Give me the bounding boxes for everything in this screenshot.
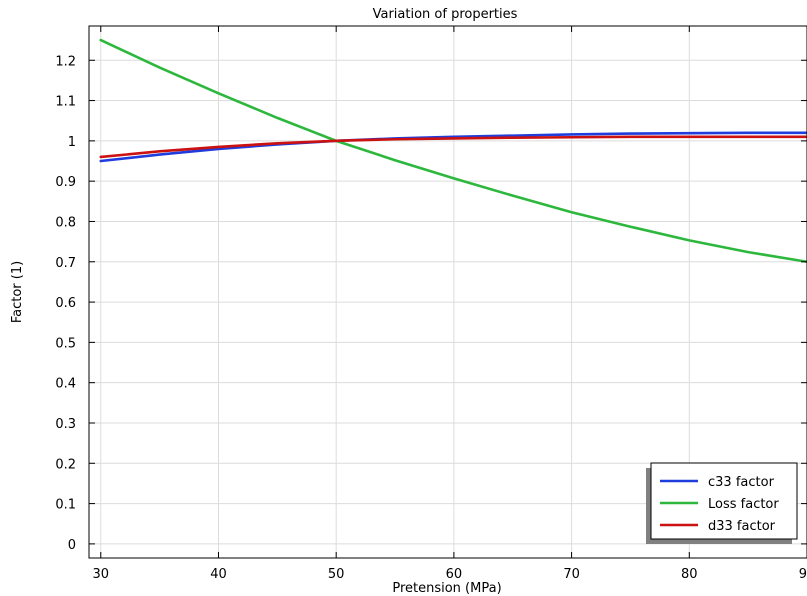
x-tick-label: 40 [210, 567, 227, 582]
x-tick-label: 60 [446, 567, 463, 582]
x-tick-label: 30 [92, 567, 109, 582]
series-lines [99, 38, 807, 264]
x-tick-label: 90 [799, 567, 807, 582]
y-tick-label: 0.7 [55, 256, 76, 271]
series-line-2 [99, 38, 807, 264]
y-tick-label: 1 [68, 135, 76, 150]
y-tick-label: 0.8 [55, 215, 76, 230]
chart-title: Variation of properties [373, 7, 518, 22]
y-axis-title: Factor (1) [10, 261, 25, 323]
legend-label-2: Loss factor [708, 497, 779, 512]
y-tick-label: 0.2 [55, 457, 76, 472]
x-tick-label: 70 [563, 567, 580, 582]
legend-box [650, 462, 798, 540]
x-tick-label: 50 [328, 567, 345, 582]
y-tick-label: 0.3 [55, 417, 76, 432]
series-line-1 [99, 131, 807, 163]
y-tick-label: 0.5 [55, 336, 76, 351]
series-line-3 [99, 135, 807, 159]
axes [88, 25, 807, 559]
y-tick-label: 1.1 [55, 95, 76, 110]
legend-label-1: c33 factor [708, 475, 775, 490]
grid-lines [89, 26, 807, 558]
plot-frame [88, 25, 807, 559]
y-tick-label: 0.6 [55, 296, 76, 311]
y-tick-label: 0.1 [55, 498, 76, 513]
y-tick-label: 0.9 [55, 175, 76, 190]
y-tick-label: 0 [68, 538, 76, 553]
y-tick-label: 1.2 [55, 54, 76, 69]
x-tick-label: 80 [681, 567, 698, 582]
tick-labels: 30 40 50 60 70 80 90 0 0.1 0.2 0.3 0.4 0.5 0.6 0.7 0.8 0… [55, 54, 807, 582]
x-axis-title: Pretension (MPa) [392, 581, 501, 596]
y-tick-label: 0.4 [55, 377, 76, 392]
legend: c33 factor Loss factor d33 factor [646, 462, 798, 544]
legend-label-3: d33 factor [708, 519, 776, 534]
